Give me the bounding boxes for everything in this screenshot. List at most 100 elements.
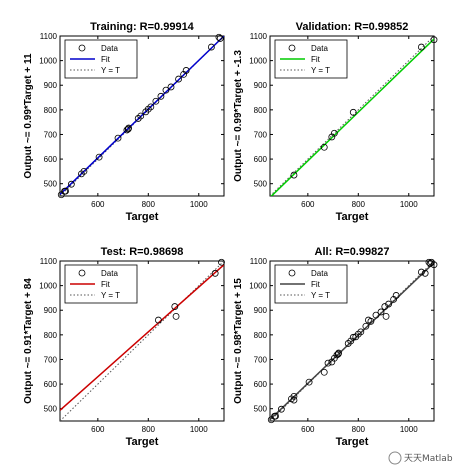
y-tick-label: 1100 xyxy=(250,32,268,41)
fit-line xyxy=(60,264,224,411)
y-tick-label: 600 xyxy=(44,380,58,389)
y-tick-label: 1100 xyxy=(40,32,58,41)
data-point xyxy=(175,75,182,83)
plot-panel-1: 600 800 1000 500 600 700 800 900 1000 1100 Data Fit… xyxy=(23,21,225,223)
plot-title: Validation: R=0.99852 xyxy=(296,21,409,33)
data-point xyxy=(417,268,425,276)
data-point xyxy=(430,261,438,269)
y-tick-label: 900 xyxy=(254,306,268,315)
data-point xyxy=(218,258,225,266)
legend-marker-data xyxy=(78,269,86,277)
data-point xyxy=(172,312,180,320)
data-point xyxy=(381,303,389,310)
data-point xyxy=(290,392,298,400)
data-point xyxy=(290,396,298,404)
data-point xyxy=(277,405,285,413)
legend-label: Y = T xyxy=(311,66,330,75)
watermark-icon xyxy=(388,451,402,465)
data-point xyxy=(157,92,165,100)
data-point xyxy=(428,258,435,266)
data-point xyxy=(305,378,313,386)
legend-marker-data xyxy=(78,44,86,52)
legend-label: Fit xyxy=(101,55,111,64)
y-tick-label: 500 xyxy=(254,405,268,414)
y-tick-label: 1000 xyxy=(249,282,267,291)
data-point xyxy=(207,43,215,51)
y-tick-label: 800 xyxy=(44,331,58,340)
data-point xyxy=(357,328,365,336)
y-tick-label: 900 xyxy=(44,81,58,90)
data-point xyxy=(182,67,190,74)
data-point xyxy=(344,340,352,347)
legend-label: Y = T xyxy=(101,66,120,75)
y-tick-label: 700 xyxy=(44,130,58,139)
legend-label: Y = T xyxy=(101,291,120,300)
watermark: 天天Matlab xyxy=(388,451,453,465)
data-point xyxy=(417,43,425,51)
data-point xyxy=(324,359,332,367)
data-point xyxy=(272,412,279,420)
data-point xyxy=(211,269,219,277)
data-point xyxy=(216,35,224,42)
plot-title: Training: R=0.99914 xyxy=(90,21,195,33)
x-tick-label: 600 xyxy=(301,200,315,209)
data-point xyxy=(290,171,298,179)
data-point xyxy=(372,311,380,319)
fit-line xyxy=(270,38,434,196)
legend: Data Fit Y = T xyxy=(64,39,138,79)
x-tick-label: 1000 xyxy=(400,200,418,209)
data-point xyxy=(167,83,175,91)
data-point xyxy=(125,124,133,132)
fit-line xyxy=(60,36,224,195)
data-point xyxy=(362,322,370,330)
data-point xyxy=(152,97,160,105)
data-point xyxy=(333,351,341,359)
data-point xyxy=(162,86,170,94)
x-tick-label: 800 xyxy=(142,200,156,209)
legend-marker-data xyxy=(288,269,296,277)
x-tick-label: 800 xyxy=(142,425,156,434)
y-tick-label: 800 xyxy=(44,106,58,115)
y-tick-label: 600 xyxy=(44,155,58,164)
x-tick-label: 600 xyxy=(301,425,315,434)
plot-panel-2: 600 800 1000 500 600 700 800 900 1000 1100 Data Fit… xyxy=(233,21,438,223)
legend-label: Data xyxy=(311,269,328,278)
data-point xyxy=(349,333,357,341)
legend-label: Data xyxy=(101,269,118,278)
y-tick-label: 700 xyxy=(254,130,268,139)
y-axis-label: Output ~= 0.99*Target + 11 xyxy=(23,53,34,179)
legend-marker-data xyxy=(288,44,296,52)
x-tick-label: 1000 xyxy=(190,425,208,434)
x-axis-label: Target xyxy=(336,436,369,448)
legend: Data Fit Y = T xyxy=(274,264,348,304)
data-point xyxy=(320,143,328,151)
y-tick-label: 800 xyxy=(254,106,268,115)
legend-label: Y = T xyxy=(311,291,330,300)
data-point xyxy=(114,134,122,142)
data-point xyxy=(421,269,429,277)
data-point xyxy=(382,312,390,320)
data-point xyxy=(67,180,75,188)
data-point xyxy=(385,300,392,308)
data-point xyxy=(171,303,179,310)
data-point xyxy=(349,108,357,116)
y-axis-label: Output ~= 0.99*Target + -1.3 xyxy=(233,50,244,182)
y-axis-label: Output ~= 0.98*Target + 15 xyxy=(233,278,244,404)
y-tick-label: 500 xyxy=(44,180,58,189)
legend-label: Fit xyxy=(101,280,111,289)
x-tick-label: 600 xyxy=(91,200,105,209)
legend-label: Fit xyxy=(311,280,321,289)
legend: Data Fit Y = T xyxy=(64,264,138,304)
data-point xyxy=(154,316,162,324)
data-point xyxy=(62,187,69,195)
data-point xyxy=(78,170,85,178)
data-point xyxy=(134,115,142,122)
y-tick-label: 600 xyxy=(254,155,268,164)
data-point xyxy=(347,337,355,345)
data-point xyxy=(320,368,328,376)
y-tick-label: 800 xyxy=(254,331,268,340)
y-tick-label: 500 xyxy=(44,405,58,414)
x-tick-label: 600 xyxy=(91,425,105,434)
x-tick-label: 1000 xyxy=(400,425,418,434)
